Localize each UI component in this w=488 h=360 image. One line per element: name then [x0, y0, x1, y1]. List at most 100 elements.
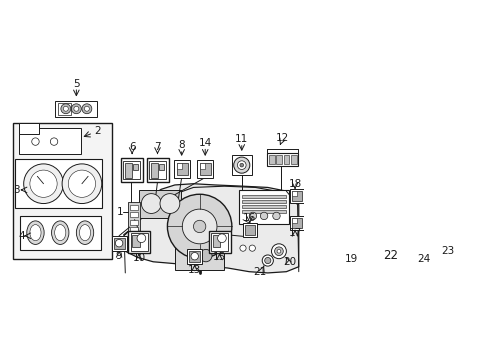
Bar: [241, 205, 286, 208]
Circle shape: [272, 212, 280, 220]
Ellipse shape: [55, 225, 66, 241]
Bar: [133, 164, 138, 170]
Bar: [123, 161, 140, 179]
Bar: [412, 231, 434, 255]
Bar: [231, 155, 251, 175]
Text: 6: 6: [128, 142, 135, 152]
Text: 20: 20: [283, 257, 296, 267]
Bar: [132, 234, 139, 247]
Bar: [197, 160, 213, 177]
Circle shape: [74, 106, 79, 111]
Bar: [58, 103, 71, 115]
Circle shape: [71, 104, 81, 114]
Bar: [291, 218, 296, 223]
Circle shape: [68, 170, 95, 197]
Bar: [131, 233, 147, 251]
Text: 22: 22: [383, 249, 398, 262]
Bar: [291, 154, 296, 164]
Bar: [212, 234, 220, 247]
Text: 14: 14: [198, 138, 211, 148]
Circle shape: [199, 249, 212, 262]
Circle shape: [344, 239, 351, 246]
Circle shape: [61, 104, 71, 114]
Bar: [284, 154, 289, 164]
Bar: [241, 195, 286, 198]
Bar: [149, 161, 166, 179]
Text: 8: 8: [178, 140, 184, 150]
Bar: [139, 190, 181, 218]
Polygon shape: [124, 184, 298, 273]
Circle shape: [233, 157, 249, 173]
Bar: [121, 158, 142, 182]
Bar: [266, 153, 297, 166]
Circle shape: [264, 257, 270, 264]
Circle shape: [63, 106, 68, 111]
Text: 10: 10: [132, 253, 145, 263]
Circle shape: [377, 230, 389, 242]
Circle shape: [249, 245, 255, 251]
Bar: [129, 234, 138, 239]
Circle shape: [32, 138, 39, 145]
Text: 5: 5: [73, 79, 80, 89]
Bar: [147, 158, 168, 182]
Bar: [199, 163, 204, 169]
Bar: [15, 159, 102, 208]
Bar: [211, 233, 228, 251]
Bar: [174, 160, 190, 177]
Bar: [129, 212, 138, 217]
Bar: [244, 225, 254, 235]
Circle shape: [141, 194, 161, 213]
Bar: [55, 101, 97, 117]
Text: 9: 9: [116, 251, 122, 261]
Circle shape: [417, 238, 424, 244]
Bar: [150, 163, 158, 177]
Circle shape: [82, 104, 92, 114]
Bar: [129, 205, 138, 210]
Bar: [291, 191, 301, 201]
Ellipse shape: [51, 221, 69, 244]
Bar: [111, 236, 126, 251]
Bar: [208, 231, 230, 253]
Text: 23: 23: [440, 246, 453, 256]
Circle shape: [191, 252, 198, 260]
Bar: [187, 249, 202, 264]
Ellipse shape: [441, 237, 452, 244]
Circle shape: [62, 164, 102, 203]
Circle shape: [389, 228, 405, 243]
Text: 11: 11: [235, 134, 248, 144]
Text: 18: 18: [288, 179, 301, 189]
Circle shape: [217, 234, 226, 243]
Ellipse shape: [27, 221, 44, 244]
Circle shape: [240, 245, 245, 251]
Text: 21: 21: [253, 267, 266, 277]
Bar: [289, 189, 303, 203]
Text: 16: 16: [243, 213, 256, 224]
Circle shape: [340, 235, 355, 250]
Bar: [199, 163, 210, 175]
Bar: [124, 163, 132, 177]
Circle shape: [182, 209, 217, 244]
Circle shape: [50, 138, 58, 145]
Ellipse shape: [76, 221, 94, 244]
Bar: [159, 164, 164, 170]
Circle shape: [160, 194, 180, 213]
Circle shape: [193, 220, 205, 233]
Circle shape: [277, 249, 280, 253]
Bar: [127, 202, 140, 236]
Circle shape: [30, 170, 57, 197]
Bar: [355, 236, 365, 249]
Ellipse shape: [79, 225, 90, 241]
Bar: [19, 128, 81, 154]
Text: 19: 19: [344, 254, 357, 264]
Circle shape: [23, 164, 63, 203]
Bar: [241, 200, 286, 203]
Circle shape: [84, 106, 89, 111]
Bar: [335, 231, 369, 255]
Circle shape: [260, 212, 267, 220]
Bar: [241, 210, 286, 213]
Ellipse shape: [30, 225, 41, 241]
Text: 15: 15: [212, 252, 225, 262]
Bar: [129, 227, 138, 232]
Bar: [176, 163, 182, 169]
Circle shape: [274, 247, 283, 256]
